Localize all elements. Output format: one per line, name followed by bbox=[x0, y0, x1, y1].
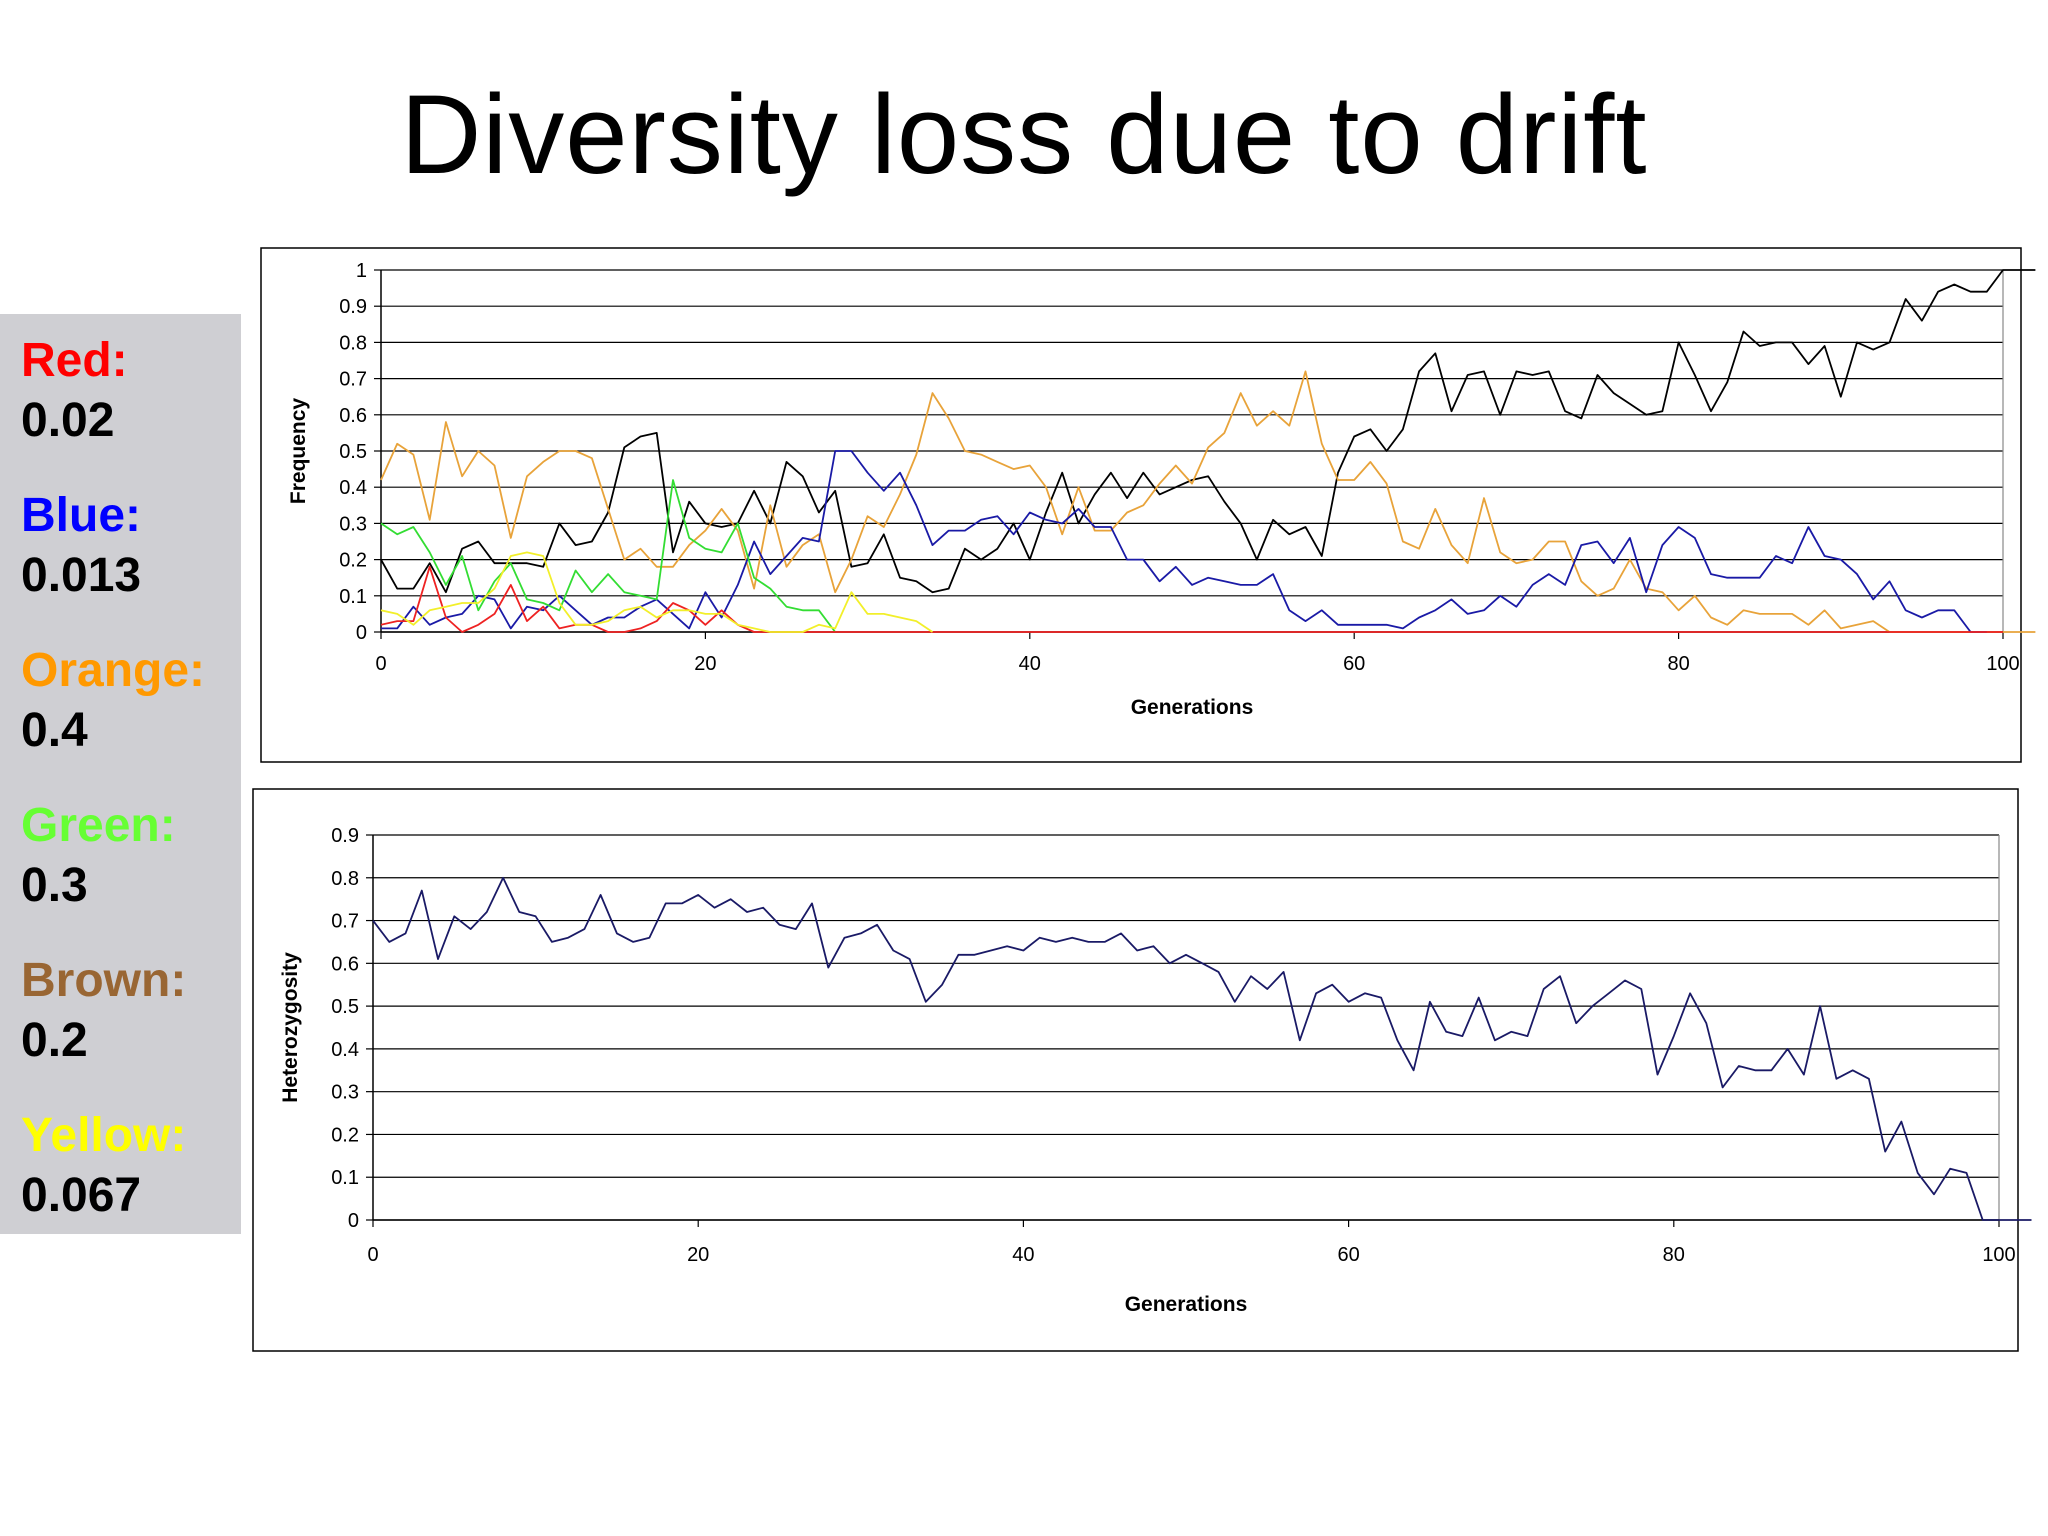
x-tick-label: 20 bbox=[694, 653, 716, 675]
chart-frame bbox=[252, 788, 2019, 1352]
legend-name: Brown: bbox=[21, 954, 187, 1007]
x-tick-label: 40 bbox=[1012, 1244, 1034, 1266]
x-axis-label: Generations bbox=[1125, 1293, 1248, 1316]
legend-value: 0.013 bbox=[21, 549, 142, 602]
y-tick-label: 0.4 bbox=[331, 1039, 359, 1061]
x-tick-label: 60 bbox=[1343, 653, 1365, 675]
legend-name: Orange: bbox=[21, 644, 206, 697]
x-tick-label: 20 bbox=[687, 1244, 709, 1266]
y-tick-label: 1 bbox=[356, 260, 367, 282]
legend-item-red: Red: 0.02 bbox=[21, 332, 128, 452]
series-line-yellow bbox=[380, 551, 934, 633]
chart-1: 0 0.1 0.2 0.3 0.4 0.5 0.6 0.7 0.8 0.9 1 0 20 40 60 80 10… bbox=[260, 247, 2036, 763]
slide-title: Diversity loss due to drift bbox=[400, 72, 1648, 197]
legend-name: Blue: bbox=[21, 489, 141, 542]
legend-name: Red: bbox=[21, 334, 128, 387]
x-tick-label: 0 bbox=[367, 1244, 378, 1266]
chart-frame bbox=[260, 247, 2022, 763]
legend-item-brown: Brown: 0.2 bbox=[21, 952, 186, 1072]
y-tick-label: 0.3 bbox=[339, 513, 367, 535]
y-tick-label: 0.8 bbox=[331, 868, 359, 890]
x-tick-label: 0 bbox=[375, 653, 386, 675]
y-tick-label: 0.5 bbox=[331, 996, 359, 1018]
y-tick-label: 0 bbox=[356, 622, 367, 644]
x-tick-label: 80 bbox=[1663, 1244, 1685, 1266]
legend-item-yellow: Yellow: 0.067 bbox=[21, 1107, 186, 1227]
x-tick-label: 100 bbox=[1986, 653, 2019, 675]
legend-name: Green: bbox=[21, 799, 176, 852]
legend-item-green: Green: 0.3 bbox=[21, 797, 176, 917]
y-tick-label: 0.5 bbox=[339, 441, 367, 463]
y-tick-label: 0 bbox=[348, 1210, 359, 1232]
y-axis-label: Heterozygosity bbox=[279, 952, 302, 1103]
legend-item-orange: Orange: 0.4 bbox=[21, 642, 205, 762]
y-tick-label: 0.9 bbox=[339, 296, 367, 318]
y-tick-label: 0.6 bbox=[331, 953, 359, 975]
y-tick-label: 0.8 bbox=[339, 332, 367, 354]
x-tick-label: 60 bbox=[1337, 1244, 1359, 1266]
series-line-blue bbox=[381, 450, 1987, 633]
y-axis-label: Frequency bbox=[287, 398, 310, 505]
series-line-green bbox=[380, 479, 836, 633]
legend-value: 0.2 bbox=[21, 1014, 88, 1067]
series-line-orange bbox=[380, 370, 2036, 633]
y-tick-label: 0.7 bbox=[339, 369, 367, 391]
legend-panel: Red: 0.02 Blue: 0.013 Orange: 0.4 Green:… bbox=[0, 314, 241, 1234]
x-tick-label: 40 bbox=[1019, 653, 1041, 675]
legend-value: 0.4 bbox=[21, 704, 88, 757]
y-tick-label: 0.2 bbox=[331, 1124, 359, 1146]
x-tick-label: 80 bbox=[1667, 653, 1689, 675]
y-tick-label: 0.2 bbox=[339, 550, 367, 572]
y-tick-label: 0.1 bbox=[339, 586, 367, 608]
series-line-black bbox=[380, 269, 2036, 594]
y-tick-label: 0.4 bbox=[339, 477, 367, 499]
y-tick-label: 0.6 bbox=[339, 405, 367, 427]
x-tick-label: 100 bbox=[1982, 1244, 2015, 1266]
legend-value: 0.02 bbox=[21, 394, 115, 447]
legend-item-blue: Blue: 0.013 bbox=[21, 487, 141, 607]
chart-2: 0 0.1 0.2 0.3 0.4 0.5 0.6 0.7 0.8 0.9 0 20 40 60 80 100… bbox=[252, 788, 2032, 1352]
y-tick-label: 0.9 bbox=[331, 825, 359, 847]
legend-name: Yellow: bbox=[21, 1109, 187, 1162]
x-axis-label: Generations bbox=[1131, 696, 1254, 719]
y-tick-label: 0.3 bbox=[331, 1082, 359, 1104]
legend-value: 0.3 bbox=[21, 859, 88, 912]
y-tick-label: 0.7 bbox=[331, 911, 359, 933]
y-tick-label: 0.1 bbox=[331, 1167, 359, 1189]
series-line-heterozygosity bbox=[372, 876, 2032, 1221]
legend-value: 0.067 bbox=[21, 1169, 142, 1222]
